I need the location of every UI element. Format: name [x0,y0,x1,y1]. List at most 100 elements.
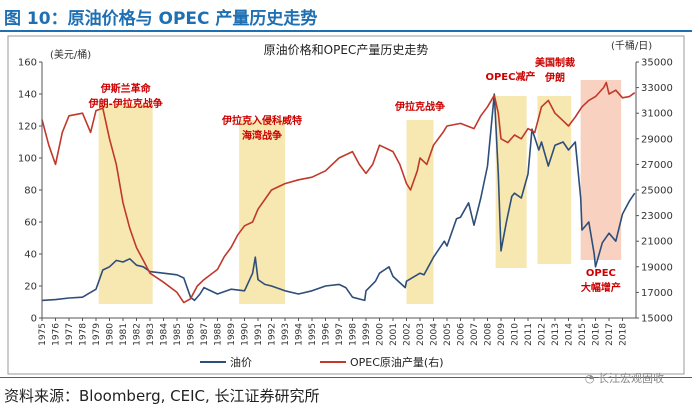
y-right-tick-label: 29000 [641,134,673,145]
x-tick-label: 2003 [416,323,426,346]
watermark-label: 长江宏观固收 [598,372,664,385]
x-tick-label: 1979 [92,323,102,346]
x-tick-label: 1975 [38,323,48,346]
x-tick-label: 1980 [106,323,116,346]
x-tick-label: 2006 [457,323,467,346]
y-right-tick-label: 35000 [641,58,673,69]
event-bands [98,80,622,304]
x-tick-label: 2015 [578,323,588,346]
x-tick-label: 1978 [79,323,89,346]
y-left-tick-label: 140 [18,90,37,101]
x-tick-label: 1998 [349,323,359,346]
legend: 油价 OPEC原油产量(右) [200,355,444,369]
wechat-icon: ◔ [584,372,595,385]
x-tick-label: 2010 [511,323,521,346]
x-tick-label: 2012 [538,323,548,346]
x-tick-label: 1983 [146,323,156,346]
left-axis-unit: (美元/桶) [50,48,91,61]
x-tick-label: 1991 [254,323,264,346]
chart-frame [7,35,685,375]
x-tick-label: 2000 [376,323,386,346]
x-tick-label: 1988 [214,323,224,346]
y-left-tick-label: 40 [24,250,37,261]
legend-label: 油价 [230,355,252,369]
y-right-tick-label: 25000 [641,186,673,197]
annotation-label: 伊朗-伊拉克战争 [88,97,163,110]
y-right-tick-label: 19000 [641,262,673,273]
series-lines [41,81,636,304]
y-left-tick-label: 20 [24,282,37,293]
x-tick-label: 2001 [389,323,399,346]
y-left-tick-label: 0 [31,314,37,325]
event-band [98,104,153,304]
x-tick-label: 2008 [484,323,494,346]
y-left-tick-label: 80 [24,186,37,197]
annotation-label: 海湾战争 [242,129,282,142]
x-tick-label: 2018 [619,323,629,346]
y-right-tick-label: 27000 [641,160,673,171]
annotation-label: 伊斯兰革命 [100,82,152,95]
source-note: 资料来源：Bloomberg, CEIC, 长江证券研究所 [4,387,320,405]
x-tick-label: 2002 [403,323,413,346]
x-tick-label: 2005 [443,323,453,346]
oil-price-line [41,93,636,302]
y-right-tick-label: 17000 [641,288,673,299]
x-tick-label: 1997 [335,323,345,346]
y-right-tick-label: 23000 [641,211,673,222]
x-tick-label: 2004 [430,323,440,346]
footer-rule [0,377,692,378]
x-tick-label: 1987 [200,323,210,346]
x-tick-label: 1989 [227,323,237,346]
x-tick-label: 2017 [605,323,615,346]
x-tick-label: 1992 [268,323,278,346]
x-tick-label: 1995 [308,323,318,346]
figure-title: 图 10：原油价格与 OPEC 产量历史走势 [4,9,318,29]
y-right-tick-label: 21000 [641,237,673,248]
axes: 0 20 40 60 80 100 120 140 160 15000 17000 19000 2100… [18,58,673,346]
right-axis-unit: (千桶/日) [611,39,652,52]
watermark-text: ◔ 长江宏观固收 [585,370,664,386]
x-tick-label: 1990 [241,323,251,346]
x-tick-label: 1985 [173,323,183,346]
x-tick-label: 1976 [52,323,62,346]
x-tick-label: 1999 [362,323,372,346]
x-tick-label: 2013 [551,323,561,346]
y-left-tick-label: 60 [24,218,37,229]
y-right-tick-label: 15000 [641,314,673,325]
annotation-label: 伊拉克战争 [394,100,445,113]
x-tick-label: 1996 [322,323,332,346]
y-left-tick-label: 100 [18,154,37,165]
x-tick-label: 1986 [187,323,197,346]
chart-title: 原油价格和OPEC产量历史走势 [264,42,429,57]
opec-production-line [41,81,636,304]
x-tick-label: 2011 [524,323,534,346]
annotation-label: 大幅增产 [581,281,621,294]
annotation-label: OPEC减产 [485,70,535,83]
y-right-tick-label: 33000 [641,83,673,94]
y-right-tick-label: 31000 [641,109,673,120]
annotation-label: 美国制裁 [535,56,575,69]
x-tick-label: 2014 [565,323,575,346]
y-left-tick-label: 160 [18,58,37,69]
event-band [239,120,285,304]
x-tick-label: 1977 [65,323,75,346]
title-rule [0,30,692,32]
x-tick-label: 1994 [295,323,305,346]
legend-label: OPEC原油产量(右) [350,355,444,369]
x-tick-label: 2009 [497,323,507,346]
annotation-label: 伊朗 [544,71,565,84]
annotation-label: OPEC [586,268,616,279]
annotation-label: 伊拉克入侵科威特 [221,114,302,127]
y-left-tick-label: 120 [18,122,37,133]
x-tick-label: 1981 [119,323,129,346]
x-tick-label: 2007 [470,323,480,346]
chart: 0 20 40 60 80 100 120 140 160 15000 17000 19000 2100… [7,35,685,375]
x-tick-label: 1984 [160,323,170,346]
event-band [537,96,572,264]
event-band [406,120,434,304]
event-band [580,80,622,260]
x-tick-label: 1993 [281,323,291,346]
x-tick-label: 2016 [592,323,602,346]
x-tick-label: 1982 [133,323,143,346]
